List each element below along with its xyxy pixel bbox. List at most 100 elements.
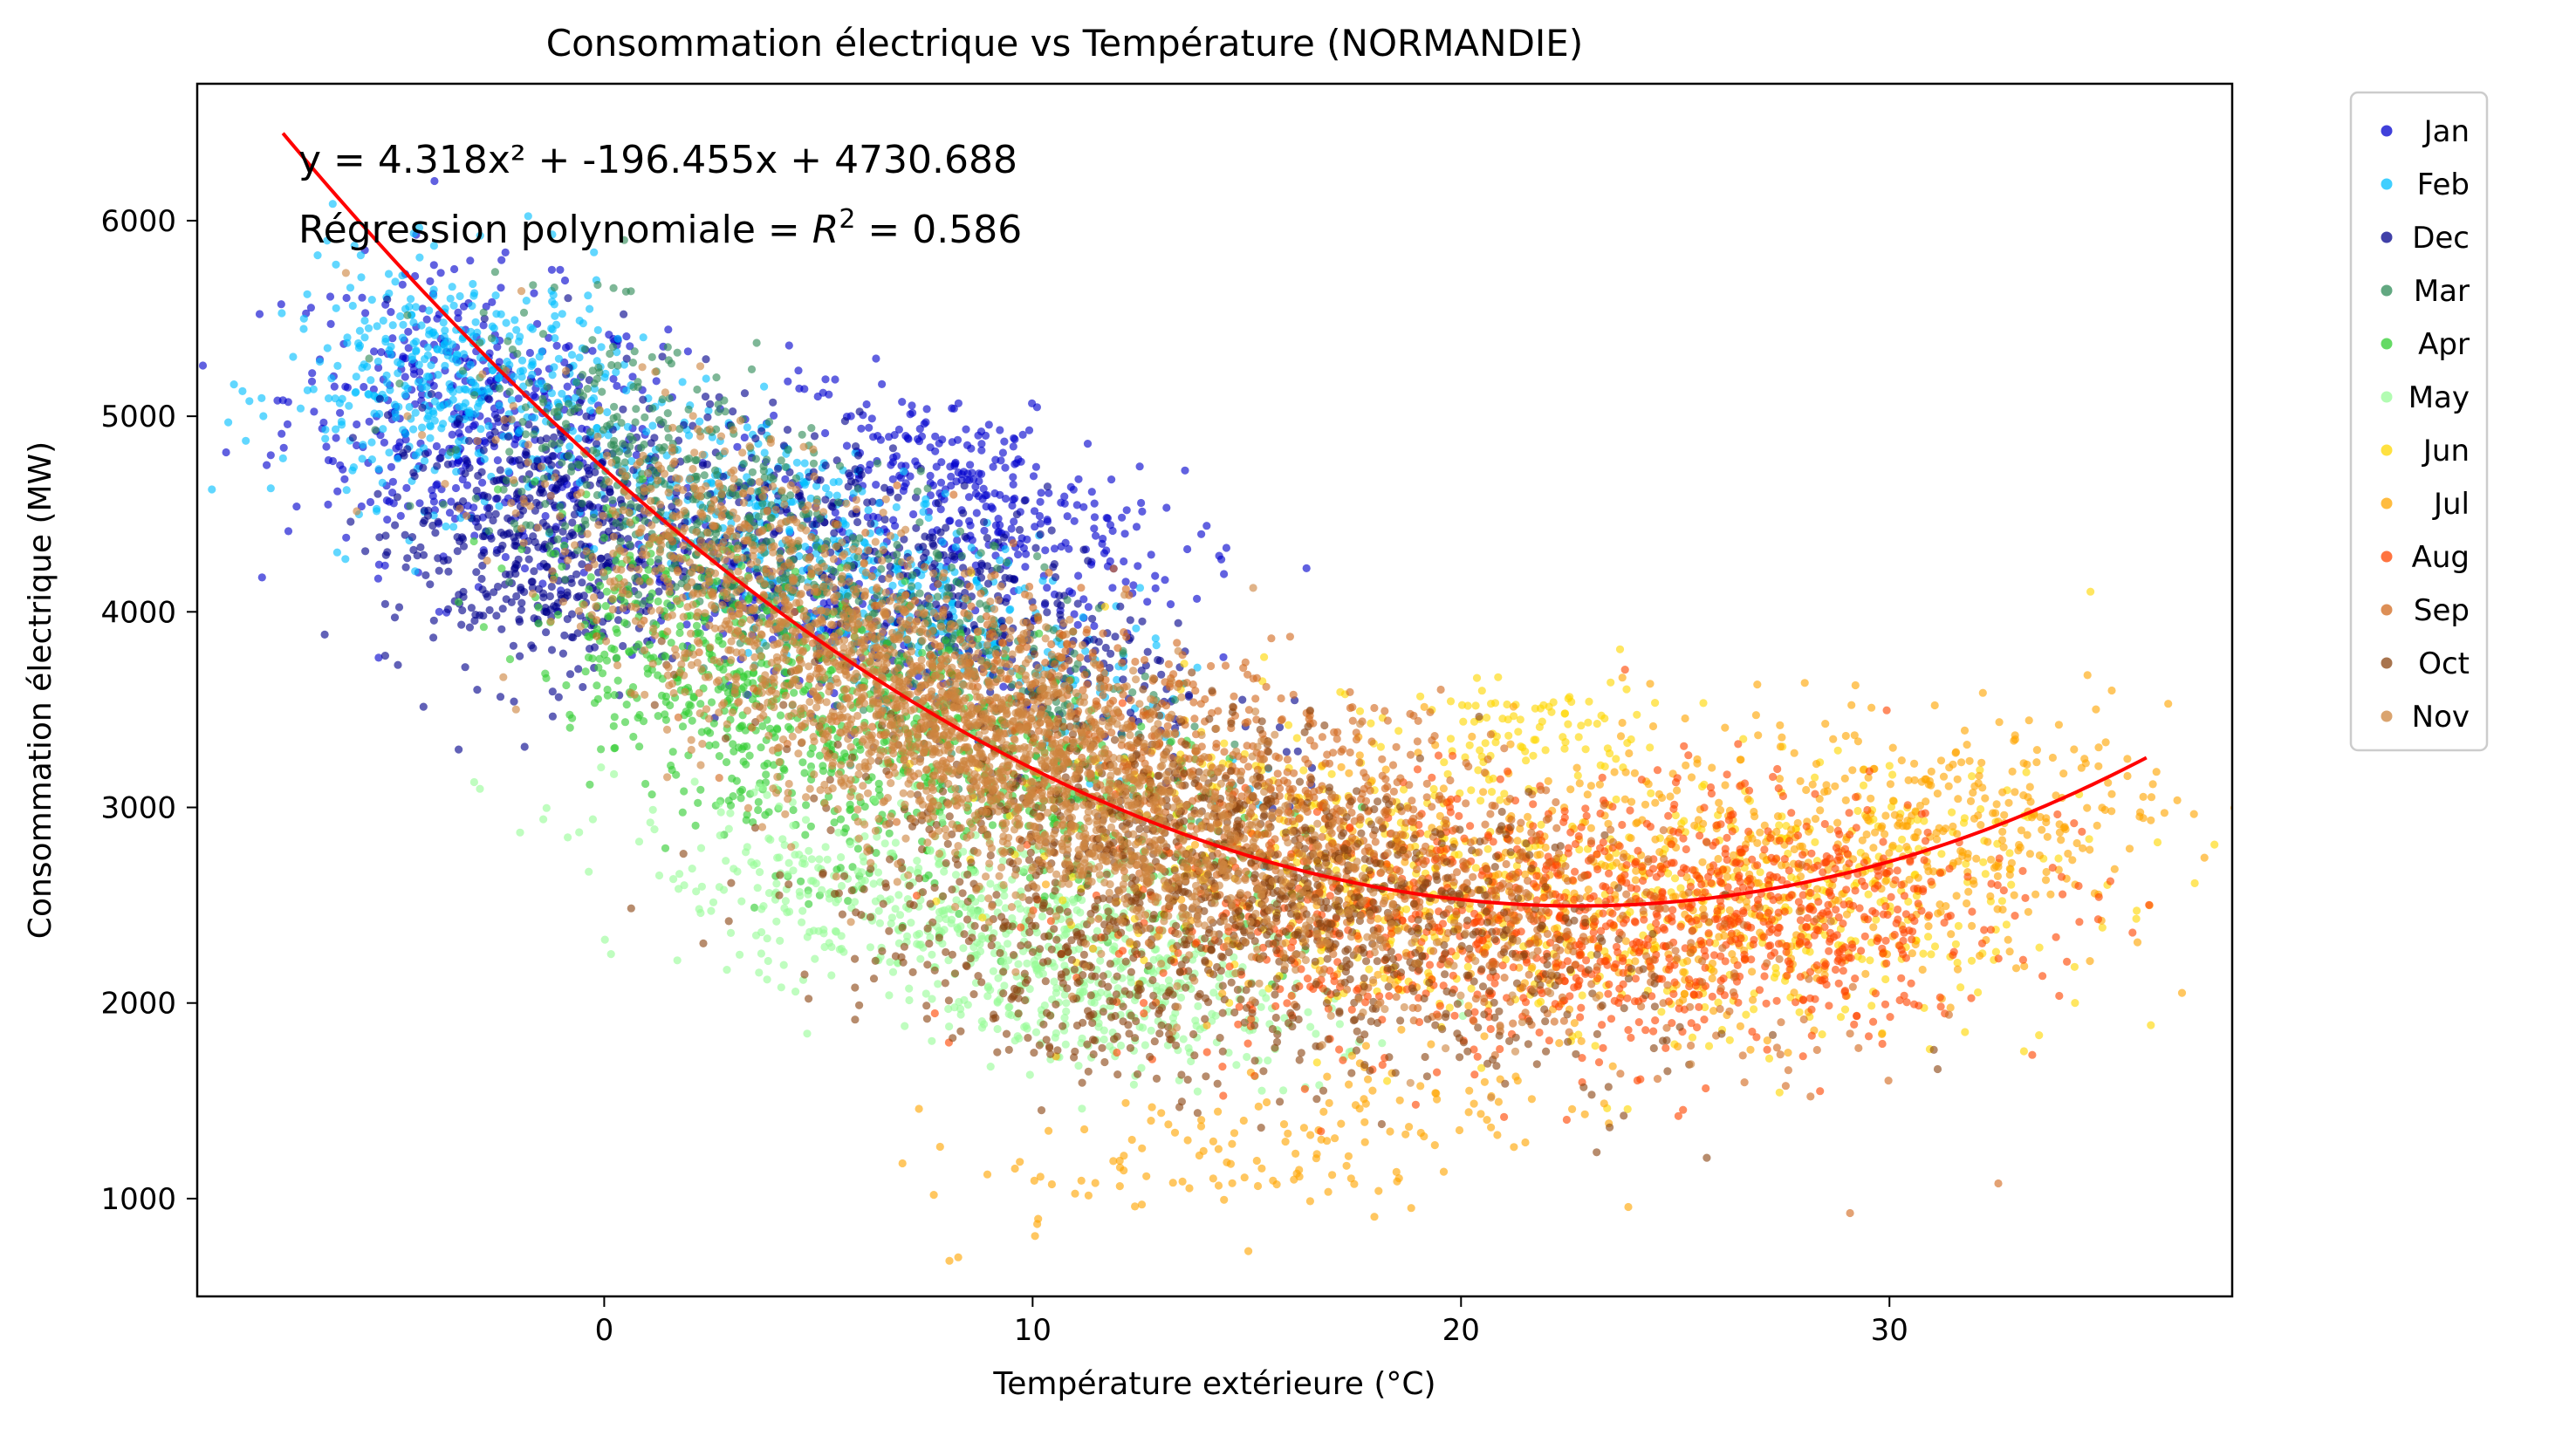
data-point <box>465 463 474 473</box>
data-point <box>613 676 622 685</box>
data-point <box>480 548 489 557</box>
data-point <box>1087 488 1096 496</box>
data-point <box>555 439 564 448</box>
data-point <box>986 879 995 888</box>
data-point <box>857 424 866 433</box>
data-point <box>594 363 603 372</box>
data-point <box>429 242 438 250</box>
data-point <box>1009 480 1017 489</box>
data-point <box>781 897 791 906</box>
data-point <box>490 427 499 436</box>
data-point <box>743 423 752 432</box>
data-point <box>476 425 485 434</box>
data-point <box>707 906 716 915</box>
data-point <box>538 489 548 497</box>
data-point <box>524 212 532 221</box>
data-point <box>630 347 639 356</box>
data-point <box>497 564 506 573</box>
data-point <box>885 829 894 838</box>
data-point <box>1070 516 1079 525</box>
data-point <box>955 909 963 919</box>
data-point <box>989 541 997 550</box>
data-point <box>893 540 901 550</box>
data-point <box>451 483 461 493</box>
data-point <box>1031 462 1040 471</box>
data-point <box>853 844 863 853</box>
data-point <box>455 598 463 606</box>
data-point <box>307 377 317 386</box>
data-point <box>762 770 771 779</box>
data-point <box>277 309 286 318</box>
data-point <box>415 448 424 456</box>
data-point <box>663 343 672 352</box>
data-point <box>462 456 471 465</box>
data-point <box>561 343 571 352</box>
data-point <box>523 475 531 484</box>
data-point <box>702 355 710 364</box>
data-point <box>543 382 552 391</box>
data-point <box>634 838 644 846</box>
data-point <box>610 402 619 411</box>
data-point <box>886 958 894 967</box>
data-point <box>404 327 413 336</box>
data-point <box>439 500 448 509</box>
data-point <box>504 467 513 475</box>
data-point <box>449 523 458 531</box>
data-point <box>789 805 798 815</box>
data-point <box>423 343 432 352</box>
data-point <box>1043 482 1052 491</box>
data-point <box>666 701 675 710</box>
data-point <box>915 518 924 527</box>
data-point <box>757 743 765 752</box>
data-point <box>751 931 761 940</box>
data-point <box>534 603 543 612</box>
data-point <box>357 273 366 282</box>
data-point <box>709 898 718 906</box>
data-point <box>401 563 410 571</box>
data-point <box>853 484 862 493</box>
data-point <box>932 462 941 471</box>
data-point <box>1120 557 1128 566</box>
data-point <box>800 769 809 777</box>
data-point <box>421 449 430 458</box>
data-point <box>564 833 572 842</box>
data-point <box>550 283 558 292</box>
data-point <box>1061 1040 1070 1049</box>
data-point <box>266 484 275 493</box>
data-point <box>277 300 285 309</box>
data-point <box>464 436 474 445</box>
data-point <box>784 858 793 867</box>
data-point <box>394 358 402 366</box>
data-point <box>635 742 644 751</box>
data-point <box>1012 510 1021 519</box>
data-point <box>470 616 479 626</box>
data-point <box>493 582 503 591</box>
data-point <box>606 950 615 959</box>
data-point <box>990 489 999 498</box>
data-point <box>428 521 437 530</box>
data-point <box>403 554 412 563</box>
data-point <box>583 385 592 393</box>
data-point <box>476 231 484 240</box>
data-point <box>586 427 595 436</box>
data-point <box>593 280 602 290</box>
data-point <box>874 785 883 794</box>
data-point <box>476 353 485 362</box>
data-point <box>702 374 710 383</box>
data-point <box>378 478 387 488</box>
data-point <box>470 289 479 297</box>
data-point <box>341 555 350 564</box>
data-point <box>1084 557 1093 565</box>
data-point <box>1113 675 1121 685</box>
data-point <box>707 698 716 707</box>
data-point <box>584 291 593 300</box>
data-point <box>971 898 980 906</box>
data-point <box>652 377 661 386</box>
data-point <box>434 371 442 379</box>
data-point <box>517 598 526 607</box>
data-point <box>435 566 443 575</box>
data-point <box>877 564 886 573</box>
data-point <box>695 629 704 638</box>
data-point <box>798 758 807 767</box>
data-point <box>538 347 546 356</box>
